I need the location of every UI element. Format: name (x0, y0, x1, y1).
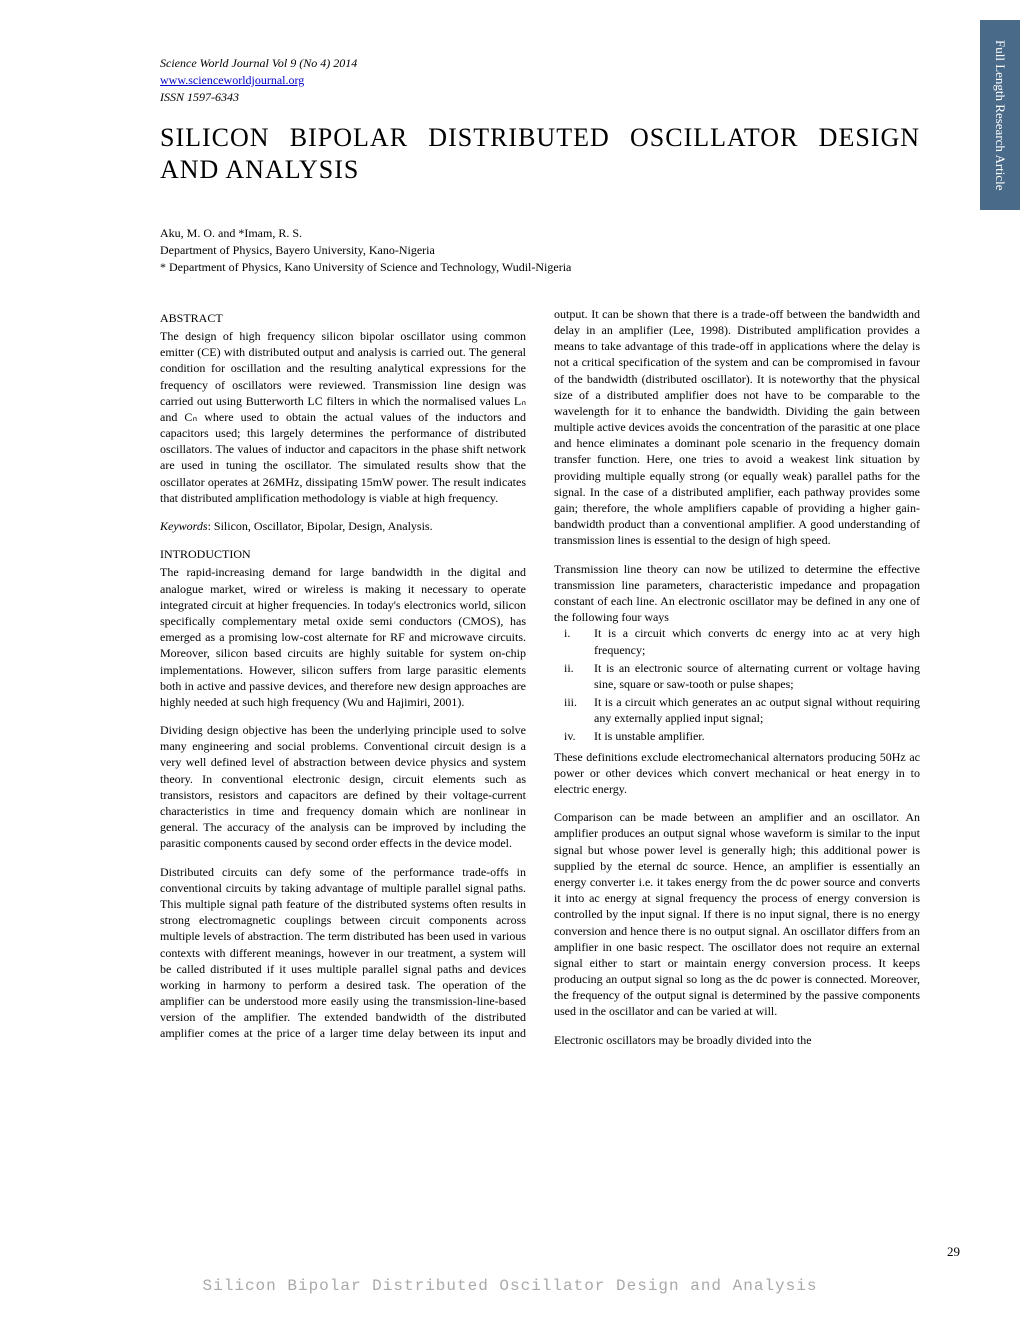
list-item: iii.It is a circuit which generates an a… (594, 694, 920, 726)
list-item: ii.It is an electronic source of alterna… (594, 660, 920, 692)
definitions-block: Transmission line theory can now be util… (554, 561, 920, 798)
affiliation-1: Department of Physics, Bayero University… (160, 242, 920, 259)
transmission-line-paragraph: Transmission line theory can now be util… (554, 561, 920, 626)
roman-numeral: i. (564, 625, 570, 641)
abstract-heading: ABSTRACT (160, 310, 526, 326)
authors-block: Aku, M. O. and *Imam, R. S. Department o… (160, 225, 920, 275)
body-columns: ABSTRACT The design of high frequency si… (160, 306, 920, 1048)
side-tab: Full Length Research Article (980, 20, 1020, 210)
footer-running-title: Silicon Bipolar Distributed Oscillator D… (0, 1277, 1020, 1295)
keywords-text: : Silicon, Oscillator, Bipolar, Design, … (208, 519, 433, 533)
intro-paragraph-2: Dividing design objective has been the u… (160, 722, 526, 852)
list-item: i.It is a circuit which converts dc ener… (594, 625, 920, 657)
trailing-paragraph: Electronic oscillators may be broadly di… (554, 1032, 920, 1048)
keywords-label: Keywords (160, 519, 208, 533)
author-names: Aku, M. O. and *Imam, R. S. (160, 225, 920, 242)
list-item: iv.It is unstable amplifier. (594, 728, 920, 744)
page-content: Science World Journal Vol 9 (No 4) 2014 … (0, 0, 1020, 1088)
affiliation-2: * Department of Physics, Kano University… (160, 259, 920, 276)
roman-numeral: iv. (564, 728, 576, 744)
roman-numeral: ii. (564, 660, 574, 676)
keywords-line: Keywords: Silicon, Oscillator, Bipolar, … (160, 518, 526, 534)
page-number: 29 (947, 1244, 960, 1260)
journal-name: Science World Journal Vol 9 (No 4) 2014 (160, 55, 920, 72)
journal-header: Science World Journal Vol 9 (No 4) 2014 … (160, 55, 920, 105)
list-item-text: It is a circuit which converts dc energy… (594, 626, 920, 656)
abstract-text: The design of high frequency silicon bip… (160, 328, 526, 506)
roman-numeral: iii. (564, 694, 577, 710)
intro-paragraph-1: The rapid-increasing demand for large ba… (160, 564, 526, 710)
list-item-text: It is a circuit which generates an ac ou… (594, 695, 920, 725)
paper-title-line2: AND ANALYSIS (160, 155, 920, 185)
list-item-text: It is unstable amplifier. (594, 729, 705, 743)
oscillator-definitions-list: i. It is a circuit which converts dc ener… (554, 625, 920, 744)
paper-title-line1: SILICON BIPOLAR DISTRIBUTED OSCILLATOR D… (160, 123, 920, 153)
introduction-heading: INTRODUCTION (160, 546, 526, 562)
list-item-text: It is an electronic source of alternatin… (594, 661, 920, 691)
journal-issn: ISSN 1597-6343 (160, 89, 920, 106)
journal-url-link[interactable]: www.scienceworldjournal.org (160, 73, 304, 87)
post-list-paragraph: These definitions exclude electromechani… (554, 749, 920, 798)
comparison-paragraph: Comparison can be made between an amplif… (554, 809, 920, 1019)
